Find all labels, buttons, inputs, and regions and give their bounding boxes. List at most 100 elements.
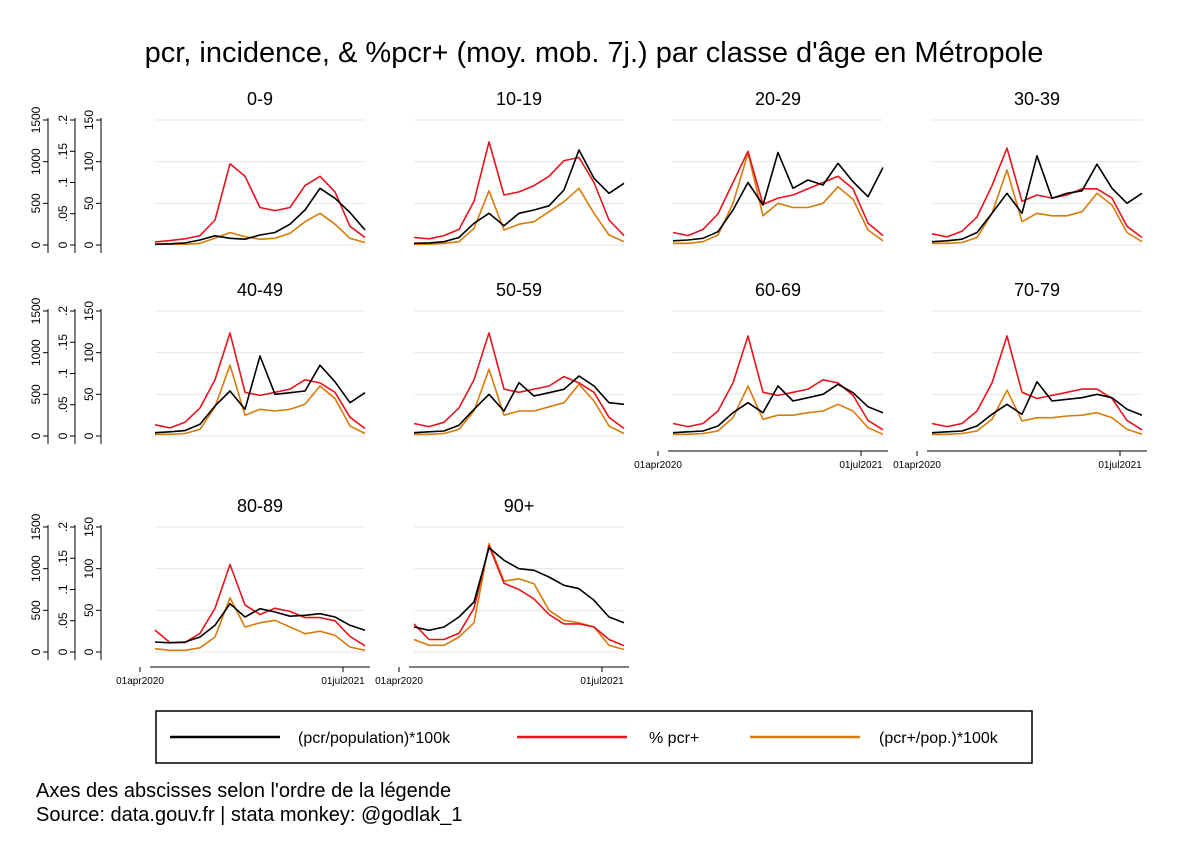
- y-tick-label: 0: [82, 648, 96, 655]
- series-pcr-population-line: [931, 155, 1143, 243]
- panel-70-79: 70-79 01apr2020 01jul2021: [893, 280, 1147, 471]
- y-tick-label: .1: [56, 177, 70, 187]
- series-pcr-pos-pop-line: [673, 152, 884, 245]
- chart-title: pcr, incidence, & %pcr+ (moy. mob. 7j.) …: [145, 37, 1044, 69]
- panel-30-39: 30-39: [931, 89, 1143, 246]
- x-tick-label: 01jul2021: [1098, 460, 1142, 471]
- y-tick-label: 0: [56, 648, 70, 655]
- panel-title: 0-9: [247, 89, 273, 109]
- panel-title: 40-49: [237, 280, 283, 300]
- series-pcr-population-line: [672, 383, 884, 434]
- panel-40-49: 40-49 0 500 1000 1500 0 .05 .1 .15 .2 0 50 100 150: [29, 280, 366, 444]
- series-pcr-pos-pop-line: [932, 389, 1143, 436]
- series-pcr-population-line: [413, 546, 625, 632]
- panel-title: 10-19: [496, 89, 542, 109]
- footnote-source: Source: data.gouv.fr | stata monkey: @go…: [36, 804, 463, 826]
- series-pct-pcr-pos-line: [154, 563, 366, 647]
- y-tick-label: 500: [29, 193, 43, 213]
- y-tick-label: 150: [82, 301, 96, 321]
- series-pct-pcr-pos-line: [413, 332, 625, 430]
- series-pct-pcr-pos-line: [672, 150, 884, 237]
- panel-10-19: 10-19: [413, 89, 625, 246]
- x-tick-label: 01apr2020: [634, 460, 682, 471]
- series-pct-pcr-pos-line: [413, 544, 625, 647]
- series-pcr-population-line: [413, 375, 625, 434]
- y-tick-label: .15: [56, 334, 70, 351]
- y-tick-label: 1000: [29, 555, 43, 582]
- x-tick-label: 01apr2020: [893, 460, 941, 471]
- legend-label: % pcr+: [649, 730, 699, 747]
- panel-title: 20-29: [755, 89, 801, 109]
- panel-80-89: 80-89 0 500 1000 1500 0 .05 .1 .15 .2 0 50 100 150 01a…: [29, 496, 370, 687]
- series-pcr-pos-pop-line: [155, 364, 366, 436]
- y-tick-label: 500: [29, 384, 43, 404]
- y-tick-label: 1000: [29, 339, 43, 366]
- y-tick-label: 150: [82, 110, 96, 130]
- panel-title: 80-89: [237, 496, 283, 516]
- y-tick-label: 0: [82, 241, 96, 248]
- panel-title: 70-79: [1014, 280, 1060, 300]
- series-pcr-pos-pop-line: [413, 542, 625, 651]
- series-pcr-population-line: [154, 602, 366, 644]
- y-tick-label: .2: [56, 522, 70, 532]
- legend: (pcr/population)*100k % pcr+ (pcr+/pop.)*1…: [155, 710, 1033, 764]
- panel-50-59: 50-59: [413, 280, 625, 437]
- y-tick-label: 50: [82, 387, 96, 401]
- panel-0-9: 0-9 0 500 1000 1500 0 .05 .1 .15 .2 0 50 100 150: [29, 89, 366, 253]
- footnote-axes: Axes des abscisses selon l'ordre de la l…: [36, 780, 452, 802]
- y-tick-label: 0: [29, 241, 43, 248]
- legend-label: (pcr/population)*100k: [298, 730, 451, 747]
- series-pcr-pos-pop-line: [414, 187, 625, 245]
- series-pct-pcr-pos-line: [931, 147, 1143, 239]
- series-pct-pcr-pos-line: [413, 141, 625, 240]
- series-pct-pcr-pos-line: [672, 335, 884, 431]
- series-pcr-pos-pop-line: [154, 596, 366, 652]
- y-tick-label: 0: [56, 432, 70, 439]
- series-pcr-pos-pop-line: [673, 385, 884, 436]
- x-tick-label: 01apr2020: [116, 676, 164, 687]
- x-tick-label: 01jul2021: [839, 460, 883, 471]
- x-tick-label: 01apr2020: [375, 676, 423, 687]
- y-tick-label: 0: [29, 432, 43, 439]
- series-pct-pcr-pos-line: [931, 335, 1143, 431]
- y-tick-label: .2: [56, 115, 70, 125]
- series-pcr-pos-pop-line: [414, 368, 625, 436]
- y-tick-label: .05: [56, 612, 70, 629]
- y-tick-label: 100: [82, 151, 96, 171]
- series-pct-pcr-pos-line: [154, 332, 366, 430]
- series-pcr-pos-pop-line: [932, 169, 1143, 245]
- series-pcr-population-line: [154, 355, 366, 434]
- series-pcr-population-line: [931, 380, 1143, 434]
- y-tick-label: 1000: [29, 148, 43, 175]
- x-tick-label: 01jul2021: [321, 676, 365, 687]
- y-tick-label: .05: [56, 205, 70, 222]
- y-tick-label: 50: [82, 603, 96, 617]
- panel-title: 90+: [504, 496, 535, 516]
- panel-20-29: 20-29: [672, 89, 884, 246]
- y-tick-label: .1: [56, 584, 70, 594]
- panel-90+: 90+ 01apr2020 01jul2021: [375, 496, 629, 687]
- y-tick-label: 100: [82, 558, 96, 578]
- series-pcr-population-line: [154, 187, 366, 245]
- panel-title: 50-59: [496, 280, 542, 300]
- y-tick-label: 150: [82, 517, 96, 537]
- y-tick-label: 1500: [29, 513, 43, 540]
- y-tick-label: .2: [56, 306, 70, 316]
- legend-label: (pcr+/pop.)*100k: [879, 730, 999, 747]
- y-tick-label: .15: [56, 143, 70, 160]
- y-tick-label: 100: [82, 342, 96, 362]
- y-tick-label: 1500: [29, 297, 43, 324]
- series-pcr-population-line: [413, 149, 625, 245]
- y-tick-label: 1500: [29, 106, 43, 133]
- y-tick-label: .1: [56, 368, 70, 378]
- y-tick-label: .05: [56, 396, 70, 413]
- y-tick-label: 500: [29, 600, 43, 620]
- y-tick-label: 0: [82, 432, 96, 439]
- y-tick-label: 0: [29, 648, 43, 655]
- series-pcr-population-line: [672, 151, 884, 242]
- y-tick-label: 50: [82, 196, 96, 210]
- y-tick-label: .15: [56, 550, 70, 567]
- series-pct-pcr-pos-line: [154, 163, 366, 243]
- panel-title: 60-69: [755, 280, 801, 300]
